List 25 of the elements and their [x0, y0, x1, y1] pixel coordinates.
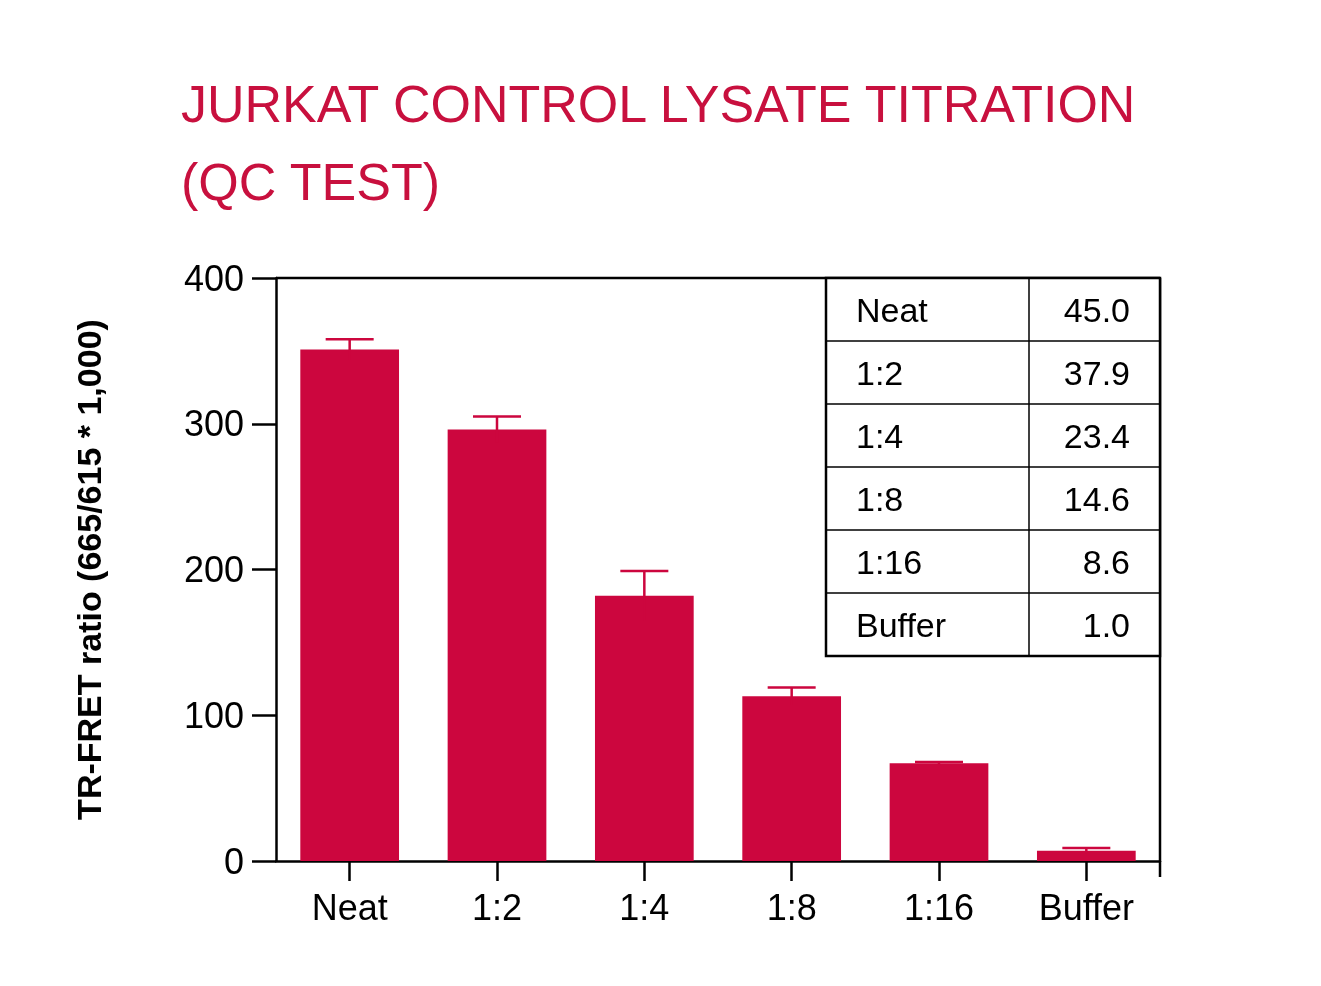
- annotation: 14.6: [1063, 479, 1130, 518]
- y-tick-label: 200: [183, 549, 244, 590]
- annotation: 8.6: [1082, 542, 1130, 581]
- y-tick-label: 400: [183, 257, 244, 299]
- y-tick-label: 100: [183, 694, 244, 736]
- annotation: 1.0: [1082, 605, 1130, 644]
- annotation: 37.9: [1063, 353, 1130, 392]
- annotation: 45.0: [1063, 290, 1130, 329]
- annotation: 1:16: [856, 542, 923, 581]
- x-tick-label: Neat: [311, 886, 388, 928]
- annotation: 23.4: [1063, 416, 1130, 455]
- x-tick-label: 1:4: [619, 886, 670, 928]
- x-tick-label: 1:8: [766, 886, 817, 928]
- y-axis-title: TR-FRET ratio (665/615 * 1,000): [70, 319, 108, 820]
- annotation: 1:8: [856, 479, 904, 518]
- annotation: 1:4: [856, 416, 904, 455]
- annotation: Neat: [856, 290, 929, 329]
- y-tick-label: 0: [223, 840, 244, 882]
- x-tick-label: 1:2: [471, 886, 523, 928]
- x-tick-label: Buffer: [1038, 886, 1135, 928]
- annotation: 1:2: [856, 353, 904, 392]
- y-tick-label: 300: [183, 403, 244, 445]
- x-tick-label: 1:16: [903, 886, 975, 928]
- annotation: Buffer: [856, 605, 947, 644]
- chart-title: JURKAT CONTROL LYSATE TITRATION (QC TEST): [181, 75, 1150, 211]
